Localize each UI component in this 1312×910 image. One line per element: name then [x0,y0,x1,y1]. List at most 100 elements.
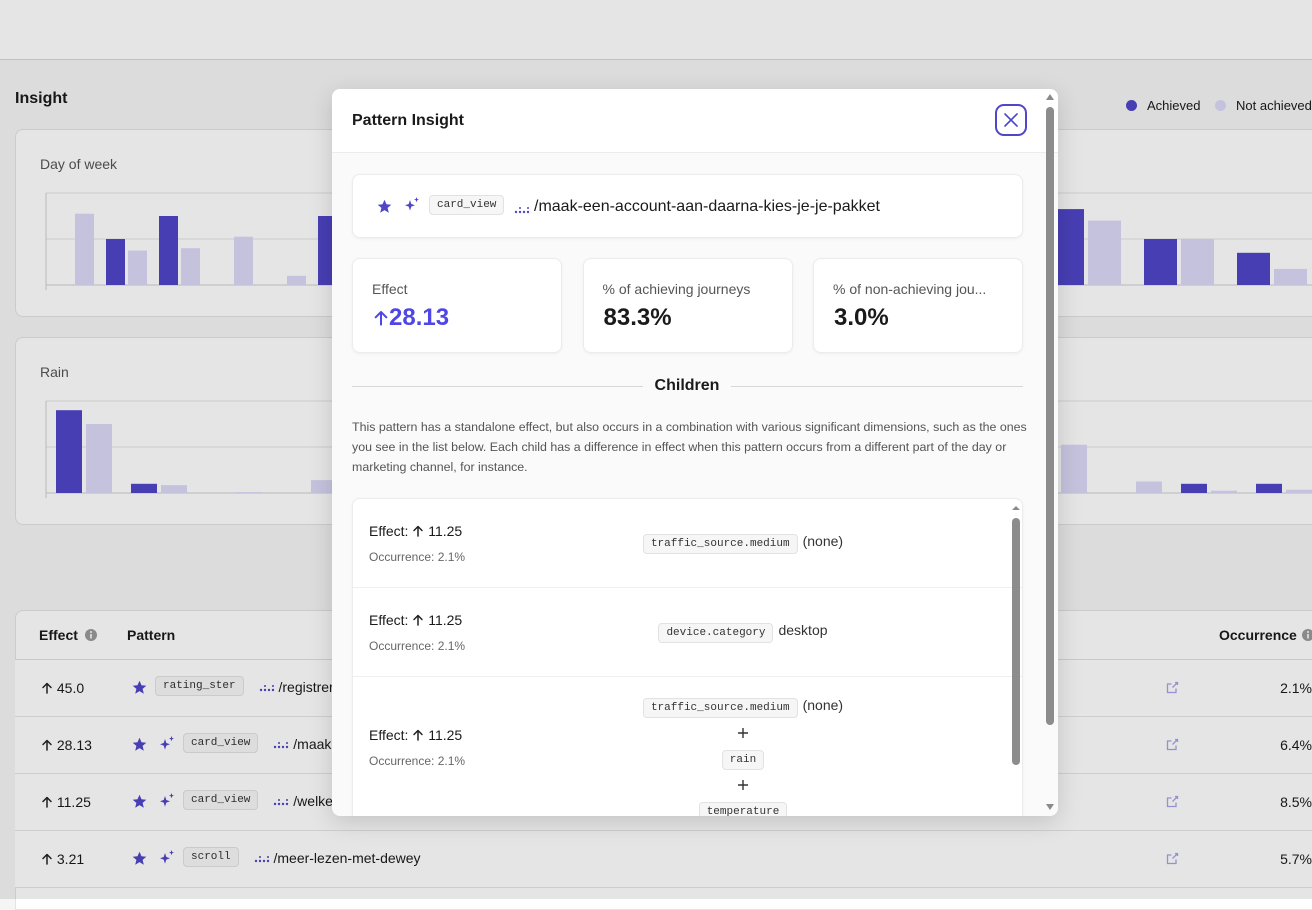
pattern-tag: card_view [429,195,505,215]
legend-label: Achieved [1147,98,1201,113]
bar [1286,489,1312,493]
dimension-key: traffic_source.medium [642,534,798,554]
up-arrow [413,614,424,626]
child-item[interactable]: Effect: 11.25 Occurrence: 2.1% traffic_sou… [353,677,1022,816]
path-icon [254,856,269,863]
path-icon [274,799,289,806]
pattern-path: /registrer [259,679,334,695]
star-icon [132,680,147,694]
pattern-tag: scroll [183,847,239,867]
pattern-path: /maak-een-account-aan-daarna-kies-je-je-… [534,198,880,215]
bar [236,492,262,493]
effect-value: 11.25 [428,612,463,628]
path-text: /welke [293,793,333,809]
child-occurrence: Occurrence: 2.1% [369,550,466,564]
up-arrow [413,525,424,537]
close-button[interactable] [995,104,1027,136]
effect-label: Effect: [369,523,409,539]
dimension-value: desktop [778,622,828,638]
effect-cell: 45.0 [41,680,84,696]
star-icon [377,199,392,213]
path-icon [259,685,274,692]
occurrence-cell: 2.1% [1280,680,1312,696]
bar [1181,483,1207,493]
effect-value: 45.0 [56,680,85,696]
effect-label: Effect: [369,727,409,743]
child-item[interactable]: Effect: 11.25 Occurrence: 2.1% traffic_sou… [353,499,1022,588]
star [132,794,147,812]
section-title: Insight [15,90,68,107]
legend-swatch [1215,100,1226,111]
child-effect: Effect: 11.25 [369,523,462,539]
dimension: device.category desktop [553,622,933,643]
bar [1136,481,1162,493]
bar [128,250,147,285]
table-row[interactable]: 3.21 scroll /meer-lezen-met-dewey 5.7% [15,831,1312,888]
sparkle-icon [405,197,419,211]
bar [1181,239,1214,285]
modal-scrollbar[interactable] [1042,89,1058,816]
up-arrow [374,311,388,326]
up-arrow [42,739,52,751]
child-effect: Effect: 11.25 [369,612,462,628]
info-icon[interactable] [84,628,98,642]
stat-label: % of non-achieving jou... [833,281,987,297]
pattern-path: /meer-lezen-met-dewey [254,850,421,866]
bar [234,236,253,285]
star-icon [132,851,147,865]
up-arrow [42,796,52,808]
open-link[interactable] [1166,852,1179,865]
stat-card: Effect 28.13 [352,258,562,353]
open-link[interactable] [1166,681,1179,694]
chart-title: Rain [40,364,69,380]
pattern-tag: card_view [183,733,259,753]
modal-header: Pattern Insight [332,89,1058,153]
bar [181,248,200,285]
header-cell: Occurrence [1219,627,1297,643]
effect-label: Effect: [369,612,409,628]
child-occurrence: Occurrence: 2.1% [369,754,466,768]
star-icon [132,794,147,808]
effect-value: 28.13 [56,737,92,753]
divider [352,386,643,387]
stat-label: Effect [372,281,408,297]
star-icon [132,737,147,751]
stat-card: % of achieving journeys 83.3% [582,258,793,353]
stat-number: 83.3% [603,304,672,331]
open-link[interactable] [1166,795,1179,808]
bar [287,275,306,285]
bar [1237,252,1270,285]
star [132,680,147,698]
stat-value: 83.3% [604,304,672,332]
pattern-tag: card_view [183,790,259,810]
star [132,737,147,755]
bar [86,424,112,493]
legend-label: Not achieved [1236,98,1312,113]
bar [1061,444,1087,493]
info-icon[interactable] [1301,628,1312,642]
bar [106,239,125,285]
occurrence-cell: 5.7% [1280,851,1312,867]
effect-value: 11.25 [428,727,463,743]
child-item[interactable]: Effect: 11.25 Occurrence: 2.1% device.cate… [353,588,1022,677]
path-icon [274,742,289,749]
top-bar [0,0,1312,60]
star [132,851,147,869]
stat-card: % of non-achieving jou... 3.0% [813,258,1023,353]
pattern-path: /welke [273,793,333,809]
effect-cell: 28.13 [41,737,92,753]
bar [161,485,187,493]
path-text: /meer-lezen-met-dewey [273,850,421,866]
open-link[interactable] [1166,738,1179,751]
dimension-key: device.category [658,623,774,643]
dimension-key: rain [721,750,765,770]
path-text: /registrer [278,679,334,695]
plus-icon [738,780,748,790]
dimension-key: traffic_source.medium [642,698,798,718]
children-list: Effect: 11.25 Occurrence: 2.1% traffic_sou… [352,498,1023,816]
child-occurrence: Occurrence: 2.1% [369,639,466,653]
scrollbar[interactable] [1009,501,1023,816]
bar [1274,268,1307,285]
up-arrow [42,682,52,694]
